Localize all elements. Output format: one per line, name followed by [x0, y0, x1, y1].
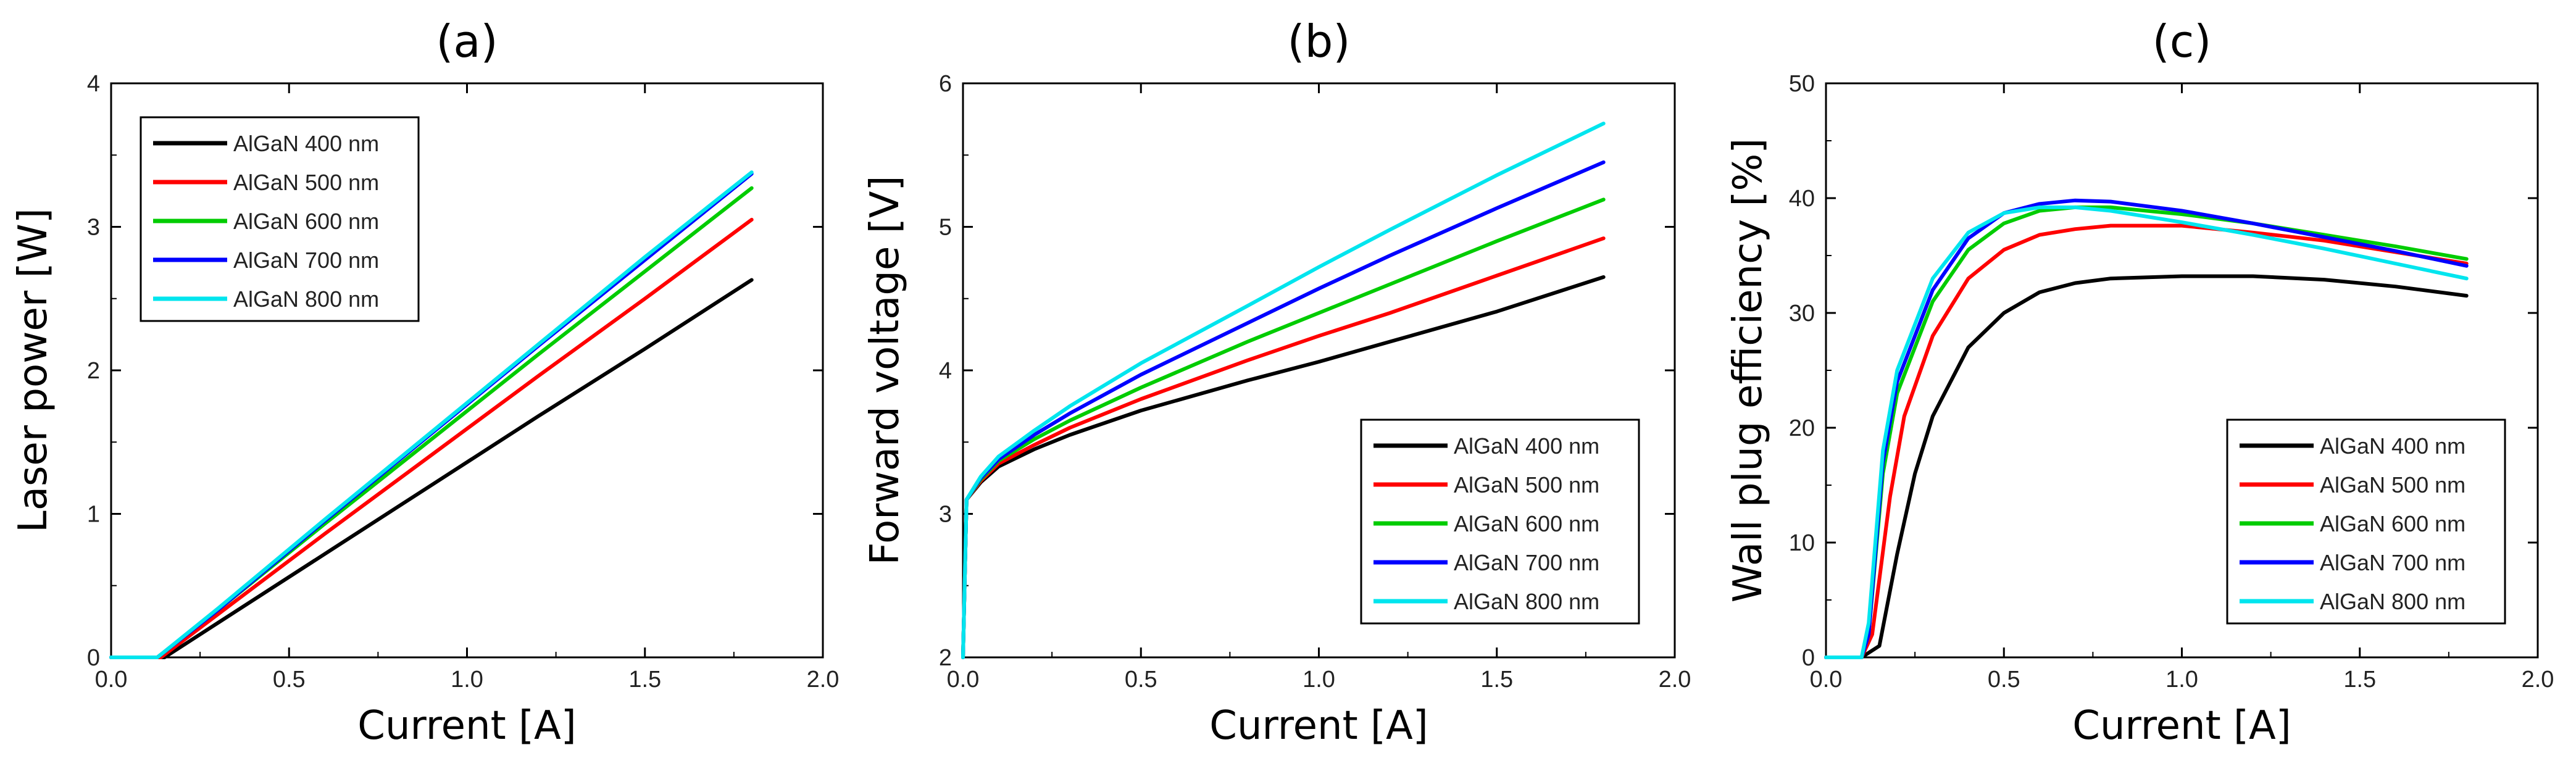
- legend-label: AlGaN 800 nm: [1454, 589, 1599, 614]
- panel-a: 0.0 0.5 1.0 1.5 2.0 0 1 2 3 4 (a) Current [A] Laser …: [10, 15, 839, 749]
- y-tick-label: 40: [1789, 186, 1815, 212]
- legend-label: AlGaN 700 nm: [233, 248, 379, 273]
- y-axis-label: Forward voltage [V]: [862, 176, 908, 565]
- legend-label: AlGaN 800 nm: [2320, 589, 2466, 614]
- legend-label: AlGaN 400 nm: [2320, 433, 2466, 459]
- y-tick-label: 0: [87, 645, 100, 671]
- x-axis-label: Current [A]: [2072, 703, 2291, 749]
- series-line-2: [109, 217, 754, 659]
- x-tick-label: 0.5: [1988, 667, 2020, 693]
- y-tick-label: 50: [1789, 71, 1815, 97]
- x-tick-label: 1.0: [451, 667, 483, 693]
- x-tick-label: 0.0: [95, 667, 128, 693]
- series-line-5: [1824, 205, 2469, 659]
- series-line-1: [109, 278, 754, 659]
- legend-label: AlGaN 800 nm: [233, 286, 379, 312]
- x-tick-label: 1.0: [1303, 667, 1335, 693]
- y-tick-label: 10: [1789, 530, 1815, 556]
- legend-label: AlGaN 400 nm: [233, 131, 379, 156]
- legend-label: AlGaN 500 nm: [1454, 472, 1599, 497]
- legend-label: AlGaN 600 nm: [233, 209, 379, 234]
- y-tick-label: 3: [939, 502, 952, 528]
- y-tick-label: 2: [87, 358, 100, 384]
- x-axis-label: Current [A]: [357, 703, 576, 749]
- legend-label: AlGaN 600 nm: [1454, 511, 1599, 536]
- x-tick-label: 2.0: [807, 667, 840, 693]
- panel-title: (c): [2153, 15, 2212, 67]
- legend-label: AlGaN 500 nm: [233, 170, 379, 195]
- panel-b: 0.0 0.5 1.0 1.5 2.0 2 3 4 5 6 (b) Current [A] Forwar…: [862, 15, 1691, 749]
- series-line-1: [1824, 274, 2469, 659]
- y-tick-label: 30: [1789, 301, 1815, 327]
- x-tick-label: 1.5: [2343, 667, 2376, 693]
- legend-label: AlGaN 700 nm: [2320, 550, 2466, 575]
- x-tick-label: 0.0: [947, 667, 980, 693]
- x-tick-label: 0.5: [273, 667, 306, 693]
- y-tick-label: 4: [939, 358, 952, 384]
- x-tick-label: 2.0: [2522, 667, 2554, 693]
- x-axis-label: Current [A]: [1209, 703, 1428, 749]
- panel-title: (b): [1288, 15, 1351, 67]
- legend: AlGaN 400 nm AlGaN 500 nm AlGaN 600 nm AlGa…: [1360, 418, 1640, 625]
- x-tick-label: 2.0: [1659, 667, 1691, 693]
- y-tick-label: 5: [939, 215, 952, 241]
- y-tick-label: 3: [87, 215, 100, 241]
- legend: AlGaN 400 nm AlGaN 500 nm AlGaN 600 nm AlGa…: [140, 116, 420, 322]
- y-tick-label: 4: [87, 71, 100, 97]
- x-tick-label: 1.5: [628, 667, 661, 693]
- panel-c: 0.0 0.5 1.0 1.5 2.0 0 10 20 30 40 50 (c) Current [A]…: [1725, 15, 2554, 749]
- legend: AlGaN 400 nm AlGaN 500 nm AlGaN 600 nm AlGa…: [2226, 418, 2506, 625]
- y-tick-label: 0: [1802, 645, 1815, 671]
- series-line-5: [109, 170, 754, 659]
- y-axis-label: Laser power [W]: [10, 208, 56, 533]
- y-tick-label: 2: [939, 645, 952, 671]
- y-axis-label: Wall plug efficiency [%]: [1725, 138, 1771, 603]
- y-tick-label: 1: [87, 502, 100, 528]
- x-tick-label: 1.0: [2165, 667, 2198, 693]
- x-tick-label: 1.5: [1480, 667, 1513, 693]
- series-line-2: [1824, 223, 2469, 659]
- legend-label: AlGaN 400 nm: [1454, 433, 1599, 459]
- x-tick-label: 0.5: [1125, 667, 1157, 693]
- series-line-5: [961, 122, 1606, 659]
- panel-title: (a): [436, 15, 498, 67]
- y-tick-label: 20: [1789, 415, 1815, 441]
- legend-label: AlGaN 700 nm: [1454, 550, 1599, 575]
- x-tick-label: 0.0: [1810, 667, 1843, 693]
- y-tick-label: 6: [939, 71, 952, 97]
- legend-label: AlGaN 600 nm: [2320, 511, 2466, 536]
- legend-label: AlGaN 500 nm: [2320, 472, 2466, 497]
